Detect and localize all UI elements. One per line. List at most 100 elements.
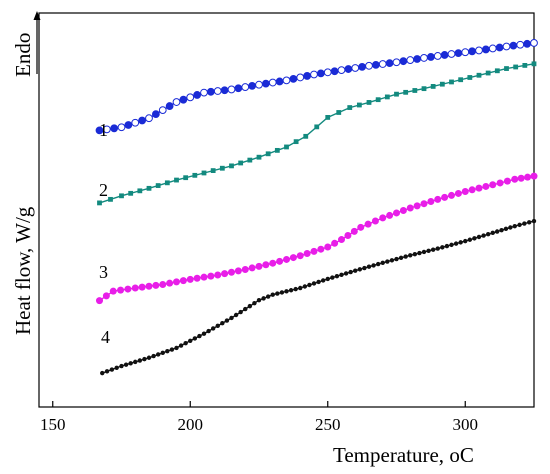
series-1-point	[296, 73, 305, 82]
series-2-point	[504, 66, 509, 71]
series-4-point	[325, 276, 330, 282]
x-axis-title: Temperature, oC	[333, 443, 474, 467]
series-2-point	[284, 144, 289, 150]
series-4-point	[256, 298, 262, 303]
series-4-point	[339, 272, 344, 278]
series-2-point	[314, 124, 320, 130]
series-2-point	[265, 151, 271, 157]
series-3-point	[386, 211, 394, 219]
series-1-point	[227, 85, 236, 94]
series-2-point	[155, 183, 161, 188]
series-3-point	[228, 268, 235, 276]
series-1-point	[509, 41, 518, 50]
series-4-point	[243, 306, 248, 312]
y-axis-title: Heat flow, W/g	[11, 206, 35, 335]
series-1-point	[102, 125, 111, 134]
series-1-point	[351, 64, 360, 72]
series-1-point	[461, 48, 470, 57]
series-4-point	[229, 315, 234, 321]
series-4-point	[123, 362, 129, 367]
series-3-point	[331, 239, 339, 247]
series-4-point	[169, 347, 175, 352]
series-3-point	[200, 273, 208, 281]
series-4-point	[357, 267, 363, 272]
series-2-point	[146, 185, 152, 191]
series-label-4: 4	[101, 327, 110, 347]
series-3-point	[173, 278, 180, 286]
series-4-point	[261, 296, 266, 301]
series-2	[97, 61, 537, 206]
series-1-point	[193, 91, 202, 99]
series-1-point	[502, 42, 511, 51]
series-1-point	[145, 114, 153, 123]
series-3-point	[454, 189, 462, 197]
series-2-point	[494, 68, 500, 74]
series-3-point	[283, 255, 290, 263]
series-3-point	[489, 181, 497, 189]
series-1-point	[488, 44, 497, 53]
series-4-point	[412, 251, 418, 257]
series-2-point	[108, 196, 113, 202]
series-1-point	[186, 93, 195, 102]
series-4-point	[302, 284, 308, 289]
series-4-point	[188, 338, 193, 344]
series-3-point	[303, 250, 311, 258]
series-2-point	[201, 170, 207, 176]
series-3-point	[350, 227, 358, 235]
series-1	[95, 39, 538, 135]
series-3-point	[96, 297, 103, 305]
series-1-point	[289, 74, 298, 83]
series-3-point	[344, 231, 352, 239]
series-3-point	[399, 206, 407, 214]
series-4-point	[385, 259, 390, 264]
series-4-point	[463, 238, 468, 244]
series-1-point	[433, 52, 442, 60]
series-1-point	[516, 40, 525, 49]
series-3	[96, 172, 538, 305]
series-3-point	[276, 257, 284, 265]
series-2-point	[439, 81, 445, 87]
series-4-point	[311, 281, 317, 286]
series-4-point	[114, 365, 119, 370]
series-3-point	[269, 259, 277, 267]
series-4-point	[206, 328, 211, 334]
series-2-point	[467, 75, 473, 80]
series-4-point	[522, 221, 527, 226]
series-2-point	[336, 110, 342, 115]
series-1-point	[378, 60, 387, 68]
series-3-point	[503, 177, 511, 185]
series-3-point	[379, 214, 387, 222]
series-3-point	[234, 267, 242, 275]
x-tick-label-300: 300	[453, 415, 479, 434]
x-axis-ticks: 150 200 250 300	[40, 401, 478, 434]
series-1-point	[385, 59, 394, 68]
series-4-point	[119, 363, 124, 369]
series-layer	[95, 39, 538, 376]
series-1-point	[426, 53, 435, 61]
series-1-point	[248, 81, 257, 90]
series-2-point	[356, 102, 362, 108]
series-2-point	[229, 163, 234, 169]
series-1-point	[399, 57, 408, 66]
series-2-point	[119, 193, 124, 199]
series-1-point	[110, 124, 119, 133]
series-4-point	[224, 318, 230, 323]
series-2-point	[421, 86, 427, 92]
series-3-point	[364, 220, 372, 228]
series-2-point	[325, 115, 331, 120]
series-2-point	[522, 63, 528, 68]
series-2-point	[137, 188, 143, 194]
series-label-2: 2	[99, 180, 108, 200]
series-label-1: 1	[99, 120, 108, 140]
series-3-point	[102, 292, 110, 300]
series-4-point	[421, 249, 427, 255]
series-4-point	[348, 269, 353, 275]
x-tick-label-200: 200	[178, 415, 204, 434]
series-2-point	[375, 97, 381, 103]
series-4-point	[298, 285, 303, 291]
series-4-point	[440, 245, 445, 250]
series-4-point	[178, 343, 184, 348]
series-4-point	[201, 331, 207, 336]
series-4-point	[449, 242, 454, 248]
series-1-point	[344, 65, 353, 73]
